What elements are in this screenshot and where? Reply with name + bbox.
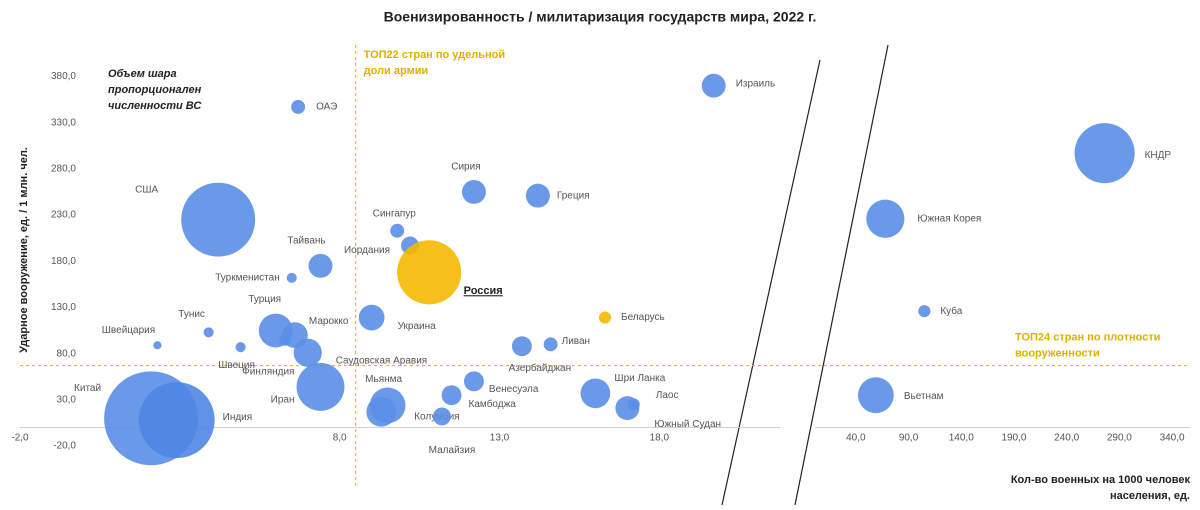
bubble bbox=[181, 182, 256, 257]
bubble bbox=[866, 199, 905, 238]
bubble bbox=[279, 333, 292, 346]
x-tick-label: 190,0 bbox=[1001, 433, 1026, 444]
bubble bbox=[511, 336, 532, 357]
y-tick-label: -20,0 bbox=[53, 441, 76, 452]
bubble bbox=[701, 73, 726, 98]
bubble bbox=[296, 362, 345, 411]
point-label: Греция bbox=[557, 190, 590, 201]
point-label: Куба bbox=[940, 305, 962, 317]
point-label: Сингапур bbox=[373, 208, 417, 219]
y-tick-label: 130,0 bbox=[51, 302, 76, 313]
bubble bbox=[463, 371, 484, 392]
axis-break bbox=[794, 44, 889, 506]
x-axis-label: населения, ед. bbox=[1110, 490, 1190, 502]
point-label: Россия bbox=[464, 285, 503, 297]
point-label: Израиль bbox=[736, 78, 776, 89]
annotation: ТОП22 стран по удельной bbox=[364, 49, 505, 61]
bubble bbox=[153, 341, 162, 350]
point-label: Туркменистан bbox=[215, 273, 279, 284]
point-label: Шри Ланка bbox=[614, 373, 665, 384]
point-label: Индия bbox=[223, 412, 253, 423]
bubble bbox=[203, 327, 214, 338]
bubble bbox=[235, 342, 246, 353]
annotation: доли армии bbox=[364, 65, 429, 77]
x-tick-label: 18,0 bbox=[650, 433, 670, 444]
bubble bbox=[543, 337, 558, 352]
point-label: Малайзия bbox=[429, 445, 476, 456]
y-tick-label: 380,0 bbox=[51, 71, 76, 82]
bubble bbox=[286, 272, 297, 283]
point-label: Мьянма bbox=[365, 374, 402, 385]
bubble bbox=[461, 179, 486, 204]
bubble bbox=[308, 253, 333, 278]
y-tick-label: 180,0 bbox=[51, 256, 76, 267]
point-label: Швейцария bbox=[102, 325, 155, 336]
bubble bbox=[580, 378, 611, 409]
bubble bbox=[441, 385, 462, 406]
note: пропорционален bbox=[108, 84, 202, 96]
x-tick-label: -2,0 bbox=[11, 433, 29, 444]
note: численности ВС bbox=[108, 100, 202, 112]
point-label: Марокко bbox=[309, 316, 349, 327]
point-label: Тайвань bbox=[287, 235, 325, 246]
bubble bbox=[432, 407, 451, 426]
point-label: Венесуэла bbox=[489, 384, 539, 395]
y-tick-label: 80,0 bbox=[57, 348, 77, 359]
point-label: Ливан bbox=[562, 336, 590, 347]
bubble bbox=[857, 377, 894, 414]
point-label: Южный Судан bbox=[654, 419, 721, 430]
annotation: ТОП24 стран по плотности bbox=[1015, 332, 1160, 344]
point-label: КНДР bbox=[1145, 150, 1172, 161]
bubble bbox=[918, 305, 931, 318]
bubble bbox=[358, 304, 385, 331]
point-label: Тунис bbox=[178, 309, 205, 320]
bubble bbox=[138, 382, 215, 459]
bubble bbox=[598, 311, 612, 324]
point-label: ОАЭ bbox=[316, 102, 337, 113]
point-label: Украина bbox=[398, 321, 437, 332]
bubble bbox=[525, 183, 550, 208]
chart-title: Военизированность / милитаризация госуда… bbox=[384, 9, 817, 25]
annotation: вооруженности bbox=[1015, 348, 1100, 360]
x-tick-label: 8,0 bbox=[333, 433, 347, 444]
bubble bbox=[293, 338, 322, 367]
point-label: Саудовская Аравия bbox=[336, 355, 428, 366]
bubble bbox=[366, 396, 397, 427]
point-label: Финляндия bbox=[242, 366, 294, 377]
x-axis-label: Кол-во военных на 1000 человек bbox=[1011, 474, 1191, 486]
point-label: Лаос bbox=[656, 390, 679, 401]
bubble bbox=[390, 223, 405, 238]
point-label: Турция bbox=[248, 294, 281, 305]
point-label: Сирия bbox=[451, 162, 480, 173]
y-tick-label: 280,0 bbox=[51, 163, 76, 174]
y-tick-label: 30,0 bbox=[57, 394, 77, 405]
point-label: Азербайджан bbox=[509, 362, 572, 374]
x-tick-label: 240,0 bbox=[1054, 433, 1079, 444]
point-label: Китай bbox=[74, 383, 101, 394]
x-tick-label: 140,0 bbox=[949, 433, 974, 444]
point-label: Беларусь bbox=[621, 312, 665, 323]
x-tick-label: 340,0 bbox=[1160, 433, 1185, 444]
bubble bbox=[1074, 123, 1135, 184]
bubble bbox=[615, 396, 640, 421]
y-tick-label: 230,0 bbox=[51, 210, 76, 221]
y-tick-label: 330,0 bbox=[51, 117, 76, 128]
note: Объем шара bbox=[108, 68, 177, 80]
x-tick-label: 40,0 bbox=[846, 433, 866, 444]
point-label: Швеция bbox=[218, 360, 255, 371]
point-label: Иордания bbox=[344, 245, 390, 256]
point-label: Иран bbox=[271, 395, 295, 406]
point-label: США bbox=[135, 184, 158, 195]
bubble bbox=[291, 99, 306, 114]
x-tick-label: 290,0 bbox=[1107, 433, 1132, 444]
y-axis-label: Ударное вооружение, ед. / 1 млн. чел. bbox=[18, 147, 30, 353]
point-label: Южная Корея bbox=[917, 213, 981, 224]
bubble bbox=[397, 240, 462, 305]
x-tick-label: 90,0 bbox=[899, 433, 919, 444]
point-label: Камбоджа bbox=[469, 398, 517, 410]
point-label: Вьетнам bbox=[904, 391, 944, 402]
x-tick-label: 13,0 bbox=[490, 433, 510, 444]
axis-break bbox=[721, 59, 821, 506]
